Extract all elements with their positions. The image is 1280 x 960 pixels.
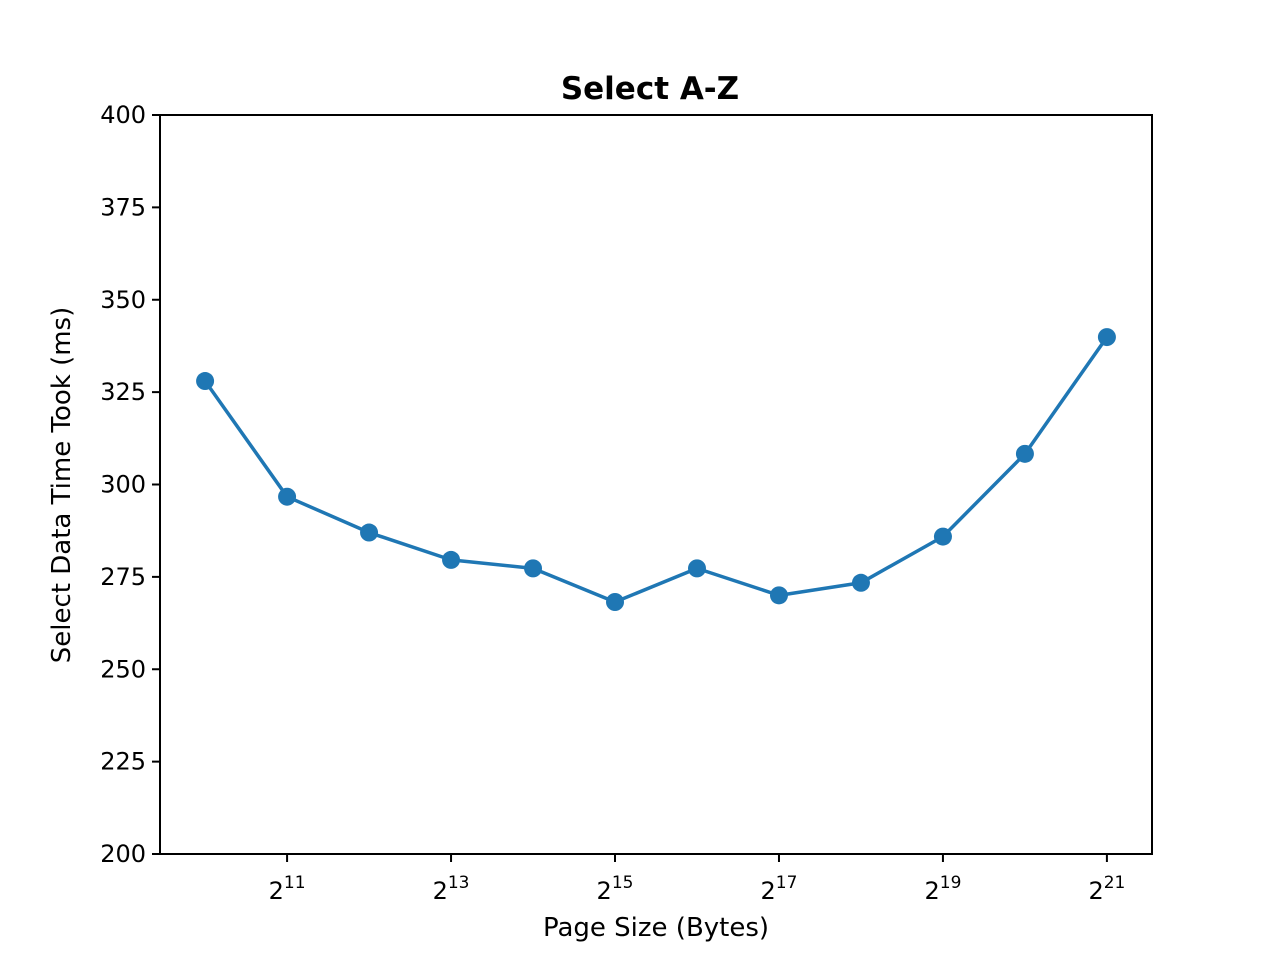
x-tick-label: 215: [597, 873, 634, 905]
data-point: [687, 559, 706, 578]
data-point: [769, 586, 788, 605]
y-tick-label: 350: [100, 286, 146, 314]
y-tick-label: 200: [100, 840, 146, 868]
x-tick-label: 213: [433, 873, 470, 905]
y-tick-label: 225: [100, 748, 146, 776]
data-point: [933, 527, 952, 546]
y-tick-label: 250: [100, 655, 146, 683]
plot-area: [196, 328, 1116, 612]
y-tick-label: 325: [100, 378, 146, 406]
x-axis-label: Page Size (Bytes): [543, 913, 769, 943]
data-point: [606, 593, 625, 612]
data-point: [1015, 444, 1034, 463]
y-tick-label: 375: [100, 193, 146, 221]
data-point: [1097, 328, 1116, 347]
x-tick-label: 217: [761, 873, 798, 905]
data-point: [851, 573, 870, 592]
data-point: [196, 372, 215, 391]
y-tick-label: 400: [100, 101, 146, 129]
y-axis: 200 225 250 275 300 325 350 375 400: [100, 101, 160, 868]
data-point: [360, 523, 379, 542]
data-point: [442, 550, 461, 569]
y-tick-label: 300: [100, 471, 146, 499]
x-tick-label: 211: [269, 873, 306, 905]
y-axis-label: Select Data Time Took (ms): [47, 307, 77, 663]
data-point: [524, 559, 543, 578]
x-tick-label: 219: [924, 873, 961, 905]
x-tick-label: 221: [1088, 873, 1125, 905]
y-tick-label: 275: [100, 563, 146, 591]
x-axis: 211 213 215 217 219 221: [269, 854, 1125, 905]
axes-frame: [159, 114, 1153, 855]
chart-title: Select A-Z: [561, 71, 739, 107]
data-point: [278, 487, 297, 506]
series-line: [203, 336, 1109, 604]
